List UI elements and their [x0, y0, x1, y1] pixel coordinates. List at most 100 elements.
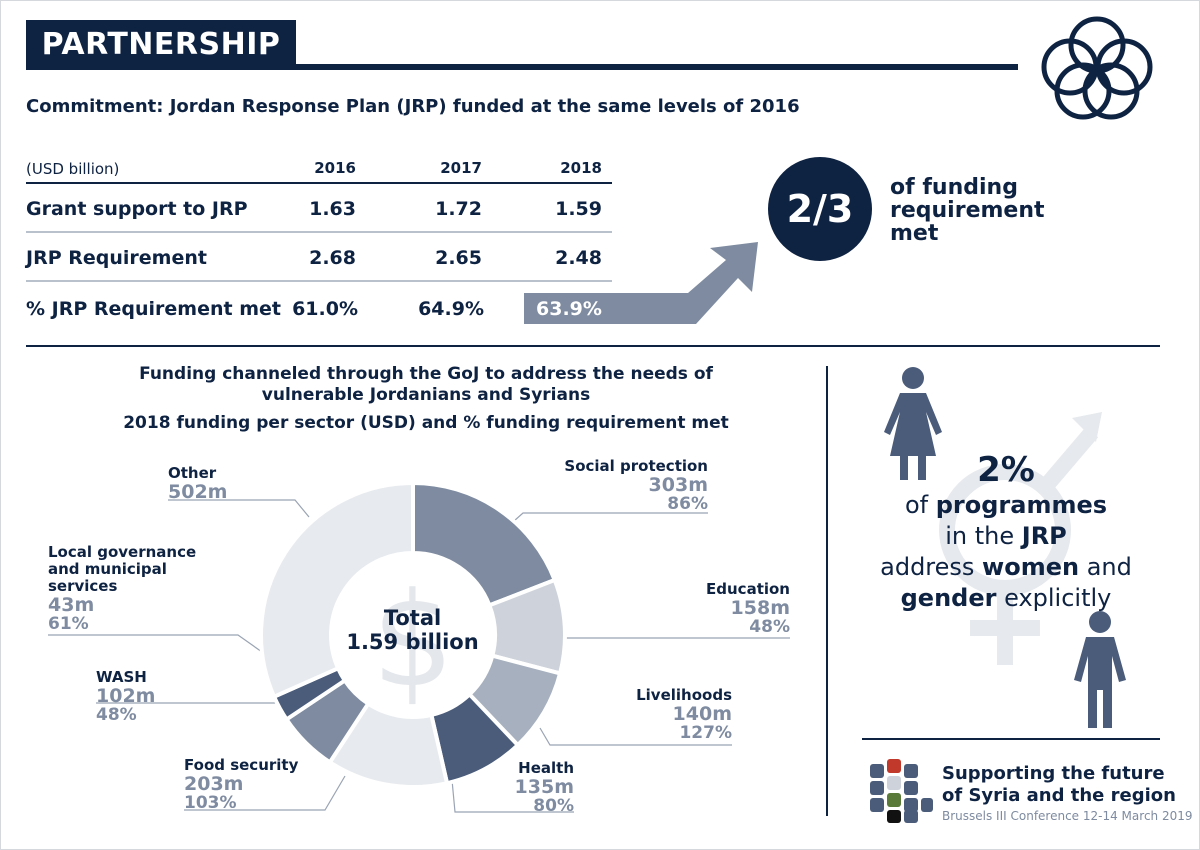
label-social-protection: Social protection 303m 86%	[560, 458, 708, 514]
year-2017-header: 2017	[440, 159, 482, 177]
gender-text: of	[904, 491, 936, 519]
leader-line	[513, 512, 708, 522]
dollar-watermark-icon: $	[372, 564, 455, 716]
label-local-governance: Local governance and municipal services …	[48, 544, 196, 634]
row-grant-2018: 1.59	[555, 198, 602, 220]
section-heading-line: vulnerable Jordanians and Syrians	[261, 385, 591, 405]
leader-line	[168, 499, 310, 518]
gender-pct: 2%	[977, 450, 1035, 490]
label-livelihoods: Livelihoods 140m 127%	[590, 687, 732, 743]
slice-pct: 80%	[533, 796, 574, 816]
gender-line: address women and	[866, 552, 1146, 583]
section-heading-line: Funding channeled through the GoJ to add…	[139, 364, 713, 384]
page-title: PARTNERSHIP	[26, 20, 296, 70]
slice-name: Health	[518, 759, 574, 777]
vertical-divider	[826, 366, 828, 816]
callout-text: of funding requirement met	[890, 176, 1045, 245]
gender-text-bold: JRP	[1021, 522, 1067, 550]
slice-name: Other	[168, 464, 217, 482]
section-divider	[26, 345, 1160, 347]
growth-arrow-icon	[525, 242, 758, 324]
gender-text: address	[880, 553, 983, 581]
slice-name: Livelihoods	[636, 686, 732, 704]
leader-line	[539, 727, 732, 746]
label-food-security: Food security 203m 103%	[184, 757, 298, 813]
slice-name: WASH	[96, 668, 147, 686]
donut-slice-other	[259, 480, 415, 700]
row-met-2016: 61.0%	[292, 298, 358, 320]
table-header-rule	[26, 182, 612, 184]
row-met-2018: 63.9%	[536, 298, 602, 320]
row-requirement-label: JRP Requirement	[26, 247, 207, 269]
slice-value: 203m	[184, 773, 244, 795]
row-requirement-2016: 2.68	[309, 247, 356, 269]
slice-name: Food security	[184, 756, 299, 774]
row-grant-2017: 1.72	[435, 198, 482, 220]
slice-pct: 86%	[667, 494, 708, 514]
center-total-value: 1.59 billion	[346, 630, 479, 654]
leader-line	[451, 779, 574, 813]
man-icon	[1074, 611, 1126, 728]
slice-value: 303m	[648, 474, 708, 496]
footer-line: Supporting the future	[942, 763, 1165, 784]
unit-label: (USD billion)	[26, 160, 120, 178]
slice-pct: 103%	[184, 793, 237, 813]
conference-logo-icon	[870, 759, 933, 823]
gender-text: and	[1079, 553, 1132, 581]
slice-pct: 61%	[48, 614, 89, 634]
gender-statement: 2% of programmes in the JRP address wome…	[866, 450, 1146, 614]
fraction-circle: 2/3	[768, 157, 872, 261]
gender-line: of programmes	[866, 490, 1146, 521]
slice-pct: 48%	[96, 705, 137, 725]
slice-value: 158m	[730, 597, 790, 619]
year-2016-header: 2016	[314, 159, 356, 177]
commitment-statement: Commitment: Jordan Response Plan (JRP) f…	[26, 96, 800, 117]
row-met-label: % JRP Requirement met	[26, 298, 281, 320]
footer-divider	[862, 738, 1160, 740]
leader-line	[184, 775, 346, 811]
footer-text: Supporting the future of Syria and the r…	[942, 763, 1193, 825]
slice-value: 43m	[48, 594, 95, 616]
row-divider	[26, 280, 612, 282]
slice-pct: 48%	[749, 617, 790, 637]
gender-text: in the	[945, 522, 1022, 550]
slice-value: 140m	[672, 703, 732, 725]
section-heading: Funding channeled through the GoJ to add…	[76, 364, 776, 406]
slice-value: 102m	[96, 685, 156, 707]
slice-name: Social protection	[564, 457, 708, 475]
year-2018-header: 2018	[560, 159, 602, 177]
row-requirement-2018: 2.48	[555, 247, 602, 269]
callout-line: requirement	[890, 198, 1045, 223]
row-divider	[26, 231, 612, 233]
leader-line	[48, 634, 263, 653]
rings-logo-icon	[1041, 16, 1153, 120]
gender-text-bold: women	[982, 553, 1080, 581]
slice-name: Education	[706, 580, 790, 598]
slice-pct: 127%	[679, 723, 732, 743]
footer-line: of Syria and the region	[942, 785, 1176, 806]
slice-value: 502m	[168, 481, 228, 503]
row-met-2017: 64.9%	[418, 298, 484, 320]
label-other: Other 502m	[168, 464, 228, 503]
callout-line: of funding	[890, 175, 1018, 200]
row-requirement-2017: 2.65	[435, 247, 482, 269]
callout-line: met	[890, 221, 939, 246]
slice-name-line: and municipal	[48, 560, 167, 578]
footer-conference: Brussels III Conference 12-14 March 2019	[942, 809, 1193, 823]
gender-symbol-icon	[939, 426, 1099, 665]
gender-text-bold: gender	[900, 584, 997, 612]
slice-name-line: services	[48, 577, 118, 595]
row-grant-2016: 1.63	[309, 198, 356, 220]
gender-text: explicitly	[996, 584, 1112, 612]
label-health: Health 135m 80%	[480, 760, 574, 816]
slice-name-line: Local governance	[48, 543, 197, 561]
slice-value: 135m	[514, 776, 574, 798]
gender-graphic	[884, 367, 1126, 728]
label-wash: WASH 102m 48%	[96, 669, 155, 725]
gender-text-bold: programmes	[935, 491, 1108, 519]
gender-line: in the JRP	[866, 521, 1146, 552]
chart-subheading: 2018 funding per sector (USD) and % fund…	[123, 413, 729, 433]
chart-center-label: Total 1.59 billion	[330, 606, 495, 654]
